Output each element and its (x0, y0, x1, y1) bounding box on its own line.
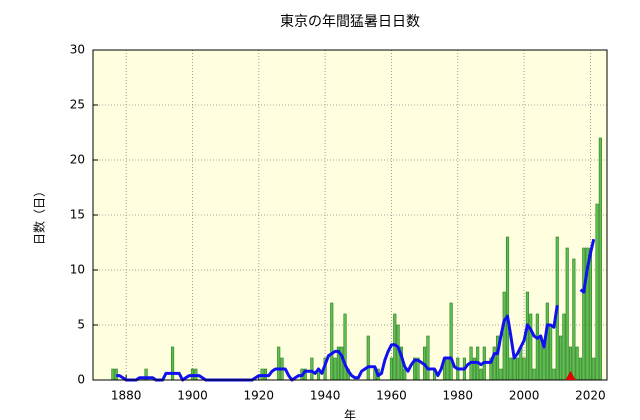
bar (277, 346, 281, 381)
x-tick-label: 1940 (310, 389, 341, 403)
bar (582, 247, 586, 381)
bar (499, 368, 503, 381)
bar (552, 368, 556, 381)
plot-frame (92, 49, 608, 381)
bar (389, 357, 394, 381)
bar (340, 346, 344, 381)
x-tick-label: 2020 (575, 389, 606, 403)
bar (572, 258, 576, 381)
bar (366, 335, 370, 381)
bar (505, 236, 510, 381)
bar (310, 357, 314, 381)
bar (559, 335, 563, 381)
bar (343, 313, 347, 381)
y-tick-label: 5 (77, 318, 85, 332)
bar (529, 313, 533, 381)
x-tick-label: 1980 (443, 389, 474, 403)
y-tick-label: 20 (70, 153, 85, 167)
bar (449, 302, 453, 381)
y-tick-label: 30 (70, 43, 85, 57)
x-tick-label: 1880 (111, 389, 142, 403)
marker-triangle (565, 371, 576, 380)
bar (111, 368, 115, 381)
x-tick-label: 1900 (177, 389, 208, 403)
x-tick-label: 1960 (376, 389, 407, 403)
bar (502, 291, 506, 381)
chart-title: 東京の年間猛暑日日数 (280, 14, 420, 30)
bar (509, 357, 513, 381)
bar (549, 324, 553, 381)
bar (592, 357, 596, 381)
y-axis-label: 日数（日） (32, 185, 47, 245)
bar (598, 137, 602, 381)
bar (330, 302, 334, 381)
x-axis-label: 年 (344, 409, 356, 420)
bar (403, 368, 407, 381)
bar (542, 346, 546, 381)
moving-average-line (116, 304, 559, 382)
bar (588, 247, 592, 381)
bar (532, 368, 536, 381)
bar (171, 346, 175, 381)
bar (565, 247, 569, 381)
bar (595, 203, 599, 381)
bar (545, 302, 549, 381)
y-tick-label: 0 (77, 373, 85, 387)
bar (479, 368, 483, 381)
bar (492, 346, 496, 381)
bar (522, 357, 526, 381)
bar (575, 346, 579, 381)
y-tick-label: 25 (70, 98, 85, 112)
x-tick-label: 2000 (509, 389, 540, 403)
bar (426, 335, 430, 381)
bar (535, 313, 539, 381)
y-tick-label: 10 (70, 263, 85, 277)
bar (333, 357, 337, 381)
bar (562, 313, 566, 381)
bar (512, 357, 516, 381)
plot-area (93, 50, 607, 380)
y-tick-label: 15 (70, 208, 85, 222)
x-tick-label: 1920 (244, 389, 275, 403)
bar (446, 357, 450, 381)
bar (578, 357, 583, 381)
bar (515, 357, 520, 381)
moving-average-line (579, 238, 596, 294)
